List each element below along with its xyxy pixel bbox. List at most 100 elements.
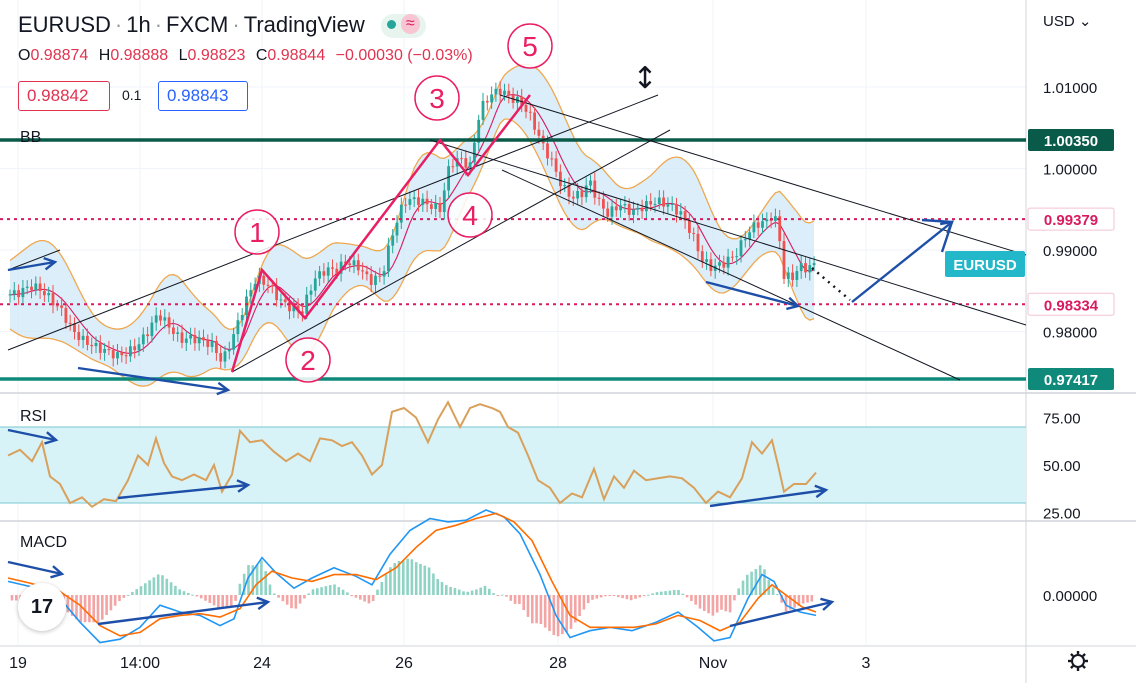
macd-histogram-bar <box>655 592 659 595</box>
buy-button[interactable]: 0.98843 <box>158 81 248 111</box>
macd-histogram-bar <box>754 569 758 595</box>
interval[interactable]: 1h <box>126 12 151 37</box>
macd-histogram-bar <box>135 589 138 595</box>
macd-histogram-bar <box>169 582 173 595</box>
candle-body <box>322 271 326 276</box>
candle-body <box>318 271 321 279</box>
bb-upper-line <box>9 63 815 330</box>
channel-line <box>429 139 1027 326</box>
macd-histogram-bar <box>470 590 474 595</box>
macd-line <box>7 509 817 644</box>
macd-histogram-bar <box>101 595 104 620</box>
candle-body <box>146 334 149 337</box>
macd-histogram-bar <box>621 595 624 599</box>
candle-body <box>782 241 786 279</box>
macd-histogram-bar <box>303 595 306 599</box>
macd-histogram-bar <box>509 595 513 601</box>
market-status-pill[interactable]: ≈ <box>380 14 426 39</box>
candle-body <box>584 185 588 198</box>
candle-body <box>395 222 399 236</box>
candle-body <box>90 344 94 347</box>
candle-body <box>240 315 244 321</box>
time-tick-label: 19 <box>9 655 27 672</box>
candle-body <box>64 307 68 323</box>
currency-dropdown[interactable]: USD ⌄ <box>1043 12 1091 30</box>
macd-histogram-bar <box>746 574 749 595</box>
candle-body <box>705 259 708 262</box>
macd-histogram-bar <box>92 595 95 623</box>
candle-body <box>51 293 55 306</box>
macd-divergence-arrow <box>97 600 269 626</box>
wave-label-circle <box>447 192 493 238</box>
macd-histogram-bar <box>251 565 255 595</box>
candle-body <box>283 299 287 303</box>
arrow-head <box>921 218 954 253</box>
macd-histogram-bar <box>569 595 573 629</box>
wave-label-circle <box>234 209 280 255</box>
macd-histogram-bar <box>776 594 779 596</box>
macd-histogram-bar <box>113 595 117 606</box>
macd-histogram-bar <box>161 575 164 595</box>
tradingview-logo-icon[interactable]: 17 <box>18 583 66 631</box>
candle-body <box>412 197 416 200</box>
candle-body <box>313 278 317 291</box>
macd-histogram-bar <box>109 595 113 611</box>
candle-body <box>602 198 605 209</box>
arrow-head <box>814 484 829 499</box>
candle-body <box>210 340 214 347</box>
time-tick-label: 3 <box>862 655 871 672</box>
macd-histogram-bar <box>801 595 805 604</box>
macd-histogram-bar <box>604 595 607 597</box>
candle-body <box>301 311 304 314</box>
macd-histogram-bar <box>685 595 689 598</box>
macd-histogram-bar <box>384 574 388 595</box>
rsi-indicator-label[interactable]: RSI <box>20 408 47 425</box>
candle-body <box>163 317 167 321</box>
settings-gear-icon[interactable] <box>1068 651 1088 671</box>
macd-histogram-bar <box>264 571 267 595</box>
symbol-header[interactable]: EURUSD · 1h · FXCM · TradingView ≈ <box>18 12 426 39</box>
divergence-arrow <box>7 260 56 272</box>
macd-histogram-bar <box>414 562 418 595</box>
rsi-tick-label: 25.00 <box>1043 506 1081 523</box>
wave-icon: ≈ <box>400 14 420 35</box>
separator: · <box>114 12 123 37</box>
candle-body <box>430 204 433 209</box>
candle-body <box>154 315 158 323</box>
time-tick-label: 24 <box>253 655 271 672</box>
macd-histogram-bar <box>105 595 108 616</box>
price-tick-label: 1.01000 <box>1043 80 1097 97</box>
change-value: −0.00030 (−0.03%) <box>335 47 473 64</box>
macd-histogram-bar <box>556 595 560 637</box>
candle-body <box>8 294 12 296</box>
axes: 1.01000 1.00000 0.99000 0.98000 1.00350 0.993… <box>9 80 1115 672</box>
candle-body <box>468 162 472 168</box>
macd-histogram-bar <box>187 592 190 595</box>
macd-divergence-arrow <box>729 600 833 628</box>
divergence-arrow <box>705 280 799 308</box>
bb-indicator-label[interactable]: BB <box>20 129 42 146</box>
macd-histogram-bar <box>126 594 130 596</box>
macd-histogram-bar <box>599 595 603 598</box>
sell-button[interactable]: 0.98842 <box>18 81 110 111</box>
channel-line <box>499 94 1027 256</box>
macd-histogram-bar <box>436 578 439 595</box>
candle-body <box>43 290 46 296</box>
broker: FXCM <box>166 12 229 37</box>
macd-histogram-bar <box>371 595 375 602</box>
macd-indicator-label[interactable]: MACD <box>20 534 68 551</box>
macd-histogram-bar <box>285 595 289 605</box>
macd-histogram-bar <box>651 593 654 595</box>
candle-body <box>167 317 171 328</box>
symbol-name[interactable]: EURUSD <box>18 12 111 37</box>
candle-body <box>675 203 678 215</box>
time-tick-label: 28 <box>549 655 567 672</box>
high-value: 0.98888 <box>110 47 169 64</box>
price-level-tag <box>1028 128 1114 151</box>
candle-body <box>232 334 235 350</box>
candle-body <box>683 211 687 221</box>
macd-histogram-bar <box>290 595 293 609</box>
candle-body <box>369 274 373 285</box>
candle-body <box>387 245 390 272</box>
